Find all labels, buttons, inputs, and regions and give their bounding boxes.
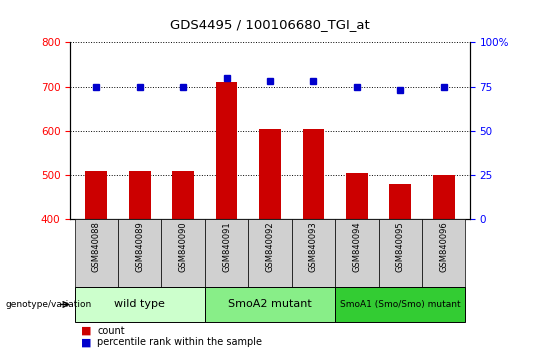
Text: GSM840096: GSM840096 (439, 222, 448, 272)
Bar (335, 287, 465, 322)
Bar (118, 219, 161, 287)
Bar (75, 287, 205, 322)
Bar (292, 219, 335, 287)
Bar (389, 184, 411, 219)
Text: ■: ■ (81, 337, 91, 347)
Text: GSM840093: GSM840093 (309, 222, 318, 272)
Bar (215, 82, 238, 219)
Text: GSM840089: GSM840089 (135, 222, 144, 272)
Bar (379, 219, 422, 287)
Text: SmoA1 (Smo/Smo) mutant: SmoA1 (Smo/Smo) mutant (340, 300, 461, 309)
Text: GSM840090: GSM840090 (179, 222, 187, 272)
Text: GSM840094: GSM840094 (353, 222, 361, 272)
Text: GSM840091: GSM840091 (222, 222, 231, 272)
Bar (422, 219, 465, 287)
Text: GDS4495 / 100106680_TGI_at: GDS4495 / 100106680_TGI_at (170, 18, 370, 31)
Text: GSM840092: GSM840092 (266, 222, 274, 272)
Text: count: count (97, 326, 125, 336)
Bar (302, 129, 325, 219)
Text: genotype/variation: genotype/variation (5, 300, 92, 309)
Bar (85, 171, 107, 219)
Bar (172, 171, 194, 219)
Text: SmoA2 mutant: SmoA2 mutant (228, 299, 312, 309)
Bar (433, 175, 455, 219)
Bar (248, 219, 292, 287)
Bar (205, 219, 248, 287)
Text: percentile rank within the sample: percentile rank within the sample (97, 337, 262, 347)
Bar (205, 287, 335, 322)
Text: GSM840095: GSM840095 (396, 222, 405, 272)
Bar (129, 171, 151, 219)
Text: GSM840088: GSM840088 (92, 222, 101, 272)
Bar (161, 219, 205, 287)
Bar (75, 219, 118, 287)
Bar (335, 219, 379, 287)
Bar (346, 173, 368, 219)
Bar (259, 129, 281, 219)
Text: wild type: wild type (114, 299, 165, 309)
Text: ■: ■ (81, 326, 91, 336)
